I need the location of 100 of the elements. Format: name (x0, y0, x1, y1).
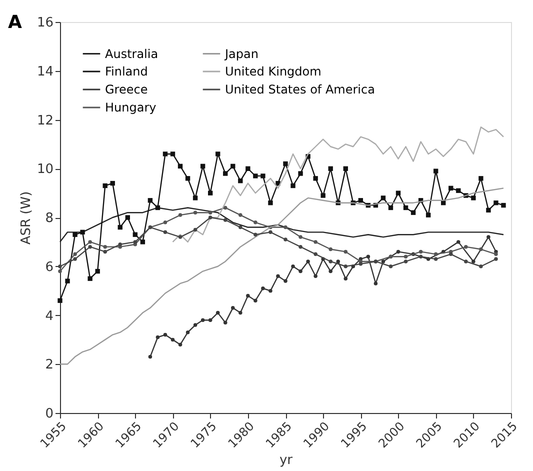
point (313, 176, 318, 181)
point (73, 257, 77, 261)
point (328, 247, 332, 252)
point (290, 183, 296, 188)
point (479, 247, 483, 252)
point (494, 257, 498, 261)
y-tick-label: 2 (45, 358, 54, 373)
point (366, 254, 370, 258)
point (238, 310, 242, 315)
point (193, 228, 198, 232)
point (110, 180, 115, 186)
line-series (172, 126, 504, 243)
legend-label: Japan (224, 46, 258, 61)
point (223, 218, 228, 222)
point (253, 174, 258, 178)
point (185, 176, 190, 181)
point (170, 338, 175, 342)
point (358, 198, 364, 203)
text: A (8, 12, 22, 33)
point (156, 335, 160, 340)
point (95, 268, 100, 274)
legend-label: Greece (105, 82, 148, 96)
point (328, 260, 332, 264)
point (426, 212, 431, 218)
point (448, 252, 453, 256)
point (404, 260, 408, 264)
point (178, 164, 183, 169)
point (396, 250, 400, 254)
point (163, 220, 168, 224)
point (284, 238, 288, 242)
point (223, 206, 228, 210)
point (501, 202, 506, 208)
y-tick-label: 0 (45, 406, 54, 422)
point (238, 178, 243, 184)
point (88, 276, 92, 281)
point (58, 269, 62, 274)
point (456, 188, 461, 193)
point (472, 260, 476, 264)
point (231, 306, 235, 310)
point (102, 183, 108, 188)
point (103, 244, 107, 249)
point (223, 320, 228, 324)
point (238, 225, 242, 230)
point (380, 196, 386, 200)
point (418, 254, 423, 258)
point (404, 254, 408, 258)
point (494, 252, 498, 256)
point (118, 224, 122, 230)
point (208, 190, 213, 196)
point (284, 279, 288, 283)
point (223, 171, 228, 176)
legend-label: United Kingdom (225, 64, 322, 78)
point (486, 208, 491, 213)
point (298, 244, 302, 249)
point (320, 193, 326, 198)
point (254, 232, 258, 236)
point (58, 298, 62, 303)
point (328, 269, 332, 274)
point (306, 260, 310, 264)
point (80, 230, 85, 235)
point (494, 200, 498, 206)
point (192, 196, 198, 200)
point (162, 152, 168, 156)
point (246, 166, 250, 171)
point (72, 232, 78, 237)
point (291, 264, 295, 268)
point (178, 342, 182, 346)
point (344, 264, 348, 268)
point (298, 235, 302, 239)
line-series (59, 188, 504, 365)
y-tick-label: 12 (36, 113, 54, 128)
point (336, 260, 340, 264)
point (276, 274, 280, 278)
point (388, 264, 393, 268)
legend-label: Australia (105, 46, 158, 61)
point (230, 164, 236, 169)
point (88, 244, 92, 249)
point (418, 250, 423, 254)
point (178, 213, 182, 217)
point (88, 240, 92, 244)
y-tick-label: 4 (45, 308, 54, 324)
x-axis-title: yr (279, 452, 294, 468)
point (471, 196, 476, 200)
point (314, 252, 318, 256)
point (200, 318, 205, 322)
point (479, 264, 483, 268)
point (186, 330, 190, 334)
point (328, 166, 333, 171)
point (343, 166, 348, 171)
point (261, 286, 265, 290)
legend-label: United States of America (225, 82, 375, 96)
point (388, 205, 394, 210)
point (298, 269, 302, 274)
point (284, 225, 288, 230)
point (410, 210, 416, 215)
point (268, 288, 272, 293)
point (403, 205, 408, 210)
point (246, 294, 250, 298)
point (344, 250, 348, 254)
y-axis-title: ASR (W) (18, 191, 34, 245)
